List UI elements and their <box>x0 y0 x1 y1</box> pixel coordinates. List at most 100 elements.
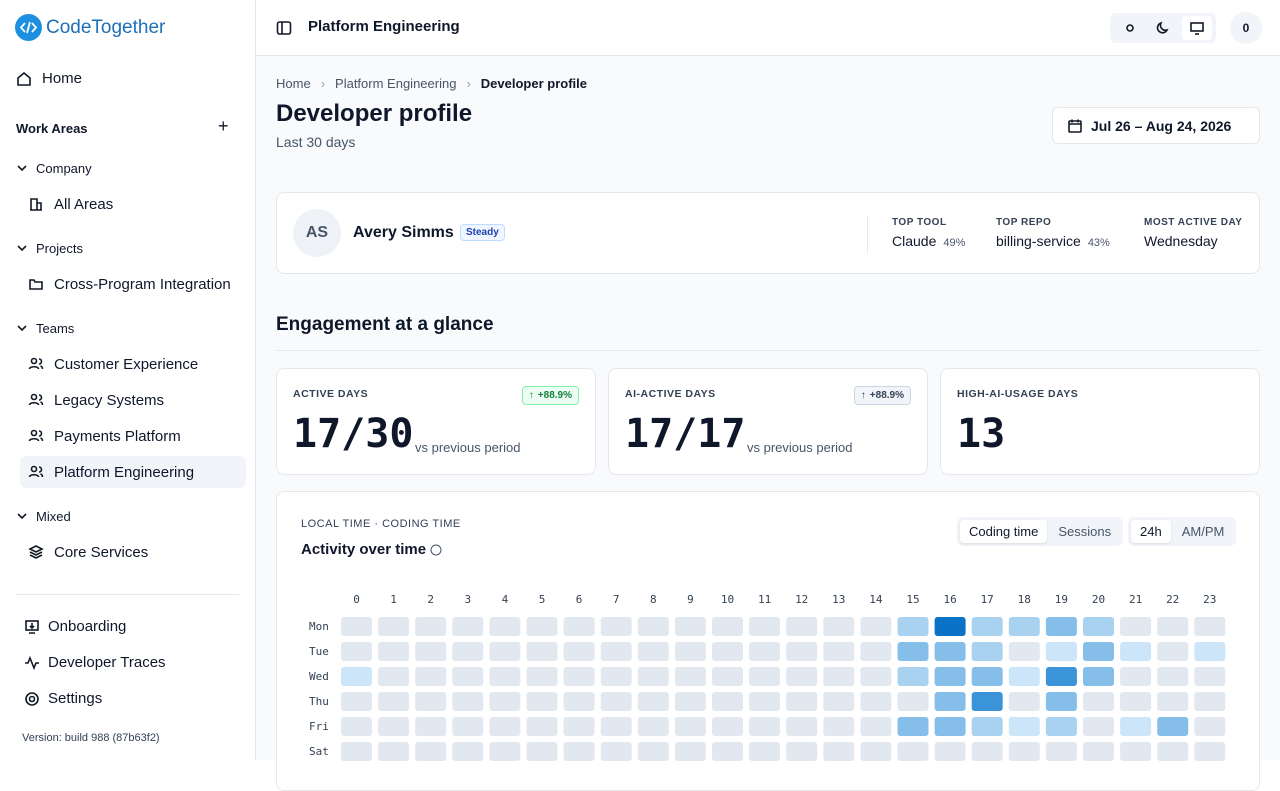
crumb[interactable]: Platform Engineering <box>335 76 457 91</box>
status-badge: Steady <box>460 224 505 241</box>
nav-item[interactable]: All Areas <box>20 188 246 220</box>
heat-cell <box>1120 742 1152 761</box>
heat-cell <box>1045 642 1077 661</box>
heat-cell <box>823 667 855 686</box>
footer-link[interactable]: Developer Traces <box>24 654 166 671</box>
footer-link[interactable]: Settings <box>24 690 102 707</box>
heat-cell <box>1120 692 1152 711</box>
metric-value: 17/30 <box>293 411 414 457</box>
heat-cell <box>489 742 521 761</box>
nav-item[interactable]: Payments Platform <box>20 420 246 452</box>
nav-item[interactable]: Platform Engineering <box>20 456 246 488</box>
hour-label: 12 <box>795 593 808 606</box>
heat-cell <box>526 717 558 736</box>
stat-share: 43% <box>1087 237 1110 249</box>
heat-cell <box>971 642 1003 661</box>
icon <box>28 393 44 406</box>
footer-link[interactable]: Onboarding <box>24 618 126 635</box>
heat-cell <box>415 692 447 711</box>
heat-cell <box>452 642 484 661</box>
hour-label: 13 <box>832 593 845 606</box>
heat-cell <box>860 667 892 686</box>
toggle-option[interactable]: 24h <box>1131 520 1171 543</box>
divider <box>16 594 239 595</box>
icon <box>17 245 27 252</box>
heat-cell <box>1194 742 1226 761</box>
nav-label: All Areas <box>54 195 114 213</box>
stat-value-row: Claude 49% <box>892 233 965 249</box>
heat-cell <box>526 642 558 661</box>
nav-item[interactable]: Core Services <box>20 536 246 568</box>
metric-caption: vs previous period <box>415 440 521 455</box>
clock-toggle: 24h AM/PM <box>1128 517 1237 546</box>
nav-item[interactable]: Legacy Systems <box>20 384 246 416</box>
heat-cell <box>674 617 706 636</box>
delta-arrow: ↑ <box>860 390 866 401</box>
home-link[interactable]: Home <box>16 70 82 87</box>
toggle-option[interactable]: Coding time <box>960 520 1048 543</box>
theme-switch[interactable] <box>1110 13 1216 43</box>
heat-cell <box>637 642 669 661</box>
heat-cell <box>860 692 892 711</box>
hour-label: 22 <box>1166 593 1179 606</box>
day-label: Sat <box>309 745 329 758</box>
heat-cell <box>637 717 669 736</box>
group-header[interactable]: Mixed <box>14 508 71 524</box>
group-header[interactable]: Projects <box>14 240 83 256</box>
heat-cell <box>749 692 781 711</box>
add-button[interactable]: + <box>218 116 229 136</box>
heat-cell <box>378 717 410 736</box>
user-badge[interactable]: 0 <box>1230 12 1262 44</box>
heat-cell <box>1045 717 1077 736</box>
toggle-option[interactable]: Sessions <box>1058 524 1112 539</box>
heat-cell <box>452 692 484 711</box>
nav-label: Payments Platform <box>54 427 181 445</box>
toggle-option[interactable]: AM/PM <box>1181 524 1225 539</box>
heat-cell <box>749 667 781 686</box>
heat-cell <box>1045 692 1077 711</box>
profile-card: AS Avery Simms Steady TOP TOOL Claude 49% T… <box>276 192 1260 274</box>
group-header[interactable]: Company <box>14 160 92 176</box>
heat-cell <box>341 717 372 736</box>
heat-cell <box>786 642 818 661</box>
version: Version: build 988 (87b63f2) <box>22 732 160 744</box>
hour-label: 19 <box>1055 593 1068 606</box>
hour-label: 9 <box>687 593 694 606</box>
heat-cell <box>712 667 743 686</box>
delta-badge: ↑ +88.9% <box>853 386 911 405</box>
icon <box>28 545 44 559</box>
stat-value-row: Wednesday <box>1144 233 1242 249</box>
hour-label: 7 <box>613 593 620 606</box>
heat-cell <box>1008 717 1040 736</box>
hour-label: 17 <box>981 593 994 606</box>
heat-cell <box>860 742 892 761</box>
home-label: Home <box>42 70 83 87</box>
main: Platform Engineering 0 Home › Platform Eng… <box>256 0 1280 791</box>
nav-item[interactable]: Customer Experience <box>20 348 246 380</box>
heat-cell <box>1157 717 1189 736</box>
heat-cell <box>934 667 966 686</box>
icon <box>17 325 27 332</box>
delta-badge: ↑ +88.9% <box>521 386 579 405</box>
heat-cell <box>897 667 929 686</box>
crumb[interactable]: Home <box>276 76 311 91</box>
heatmap: 0 1 2 3 4 5 6 7 8 9 10 11 12 13 14 15 16 17 18 19 20 21 22 23Mo… <box>309 593 1226 761</box>
activity-title-text: Activity over time <box>301 541 427 558</box>
footer-label: Onboarding <box>48 618 127 635</box>
heat-cell <box>749 642 781 661</box>
heat-cell <box>415 667 447 686</box>
breadcrumb: Home › Platform Engineering › Developer prof… <box>276 76 587 91</box>
group-header[interactable]: Teams <box>14 320 74 336</box>
heat-cell <box>1157 692 1189 711</box>
stat-value: Claude <box>892 233 937 249</box>
heat-cell <box>489 667 521 686</box>
profile-name: Avery Simms <box>353 224 454 241</box>
nav-item[interactable]: Cross-Program Integration <box>20 268 246 300</box>
metric-label: ACTIVE DAYS <box>293 388 369 400</box>
sidebar-toggle[interactable] <box>276 20 292 36</box>
heat-cell <box>897 692 929 711</box>
delta-value: +88.9% <box>537 390 572 401</box>
date-picker[interactable]: Jul 26 – Aug 24, 2026 <box>1052 107 1260 144</box>
heat-cell <box>341 667 372 686</box>
heat-cell <box>674 642 706 661</box>
